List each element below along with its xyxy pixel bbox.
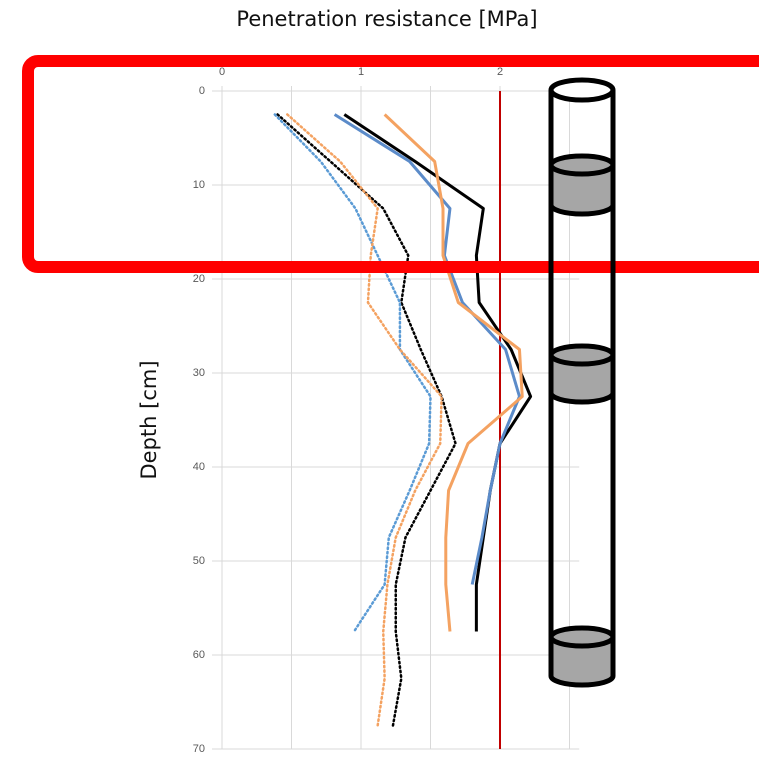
- core-tube: [548, 77, 616, 688]
- y-axis-label: Depth [cm]: [137, 360, 161, 479]
- x-tick-label: 2: [497, 66, 503, 78]
- x-tick-label: 1: [358, 66, 364, 78]
- chart-title: Penetration resistance [MPa]: [236, 7, 537, 31]
- y-tick-label: 30: [193, 367, 205, 379]
- y-tick-label: 10: [193, 179, 205, 191]
- series-line: [273, 113, 432, 633]
- series-line: [276, 113, 457, 727]
- y-tick-label: 20: [193, 273, 205, 285]
- x-tick-label: 0: [219, 66, 225, 78]
- series-line: [333, 113, 521, 585]
- y-tick-label: 40: [193, 461, 205, 473]
- series-line: [286, 113, 443, 727]
- decoration: [22, 55, 759, 688]
- series-line: [383, 113, 524, 632]
- highlight-box: [22, 55, 759, 273]
- y-tick-label: 70: [193, 743, 205, 755]
- y-tick-label: 60: [193, 649, 205, 661]
- y-tick-label: 50: [193, 555, 205, 567]
- y-tick-label: 0: [199, 85, 205, 97]
